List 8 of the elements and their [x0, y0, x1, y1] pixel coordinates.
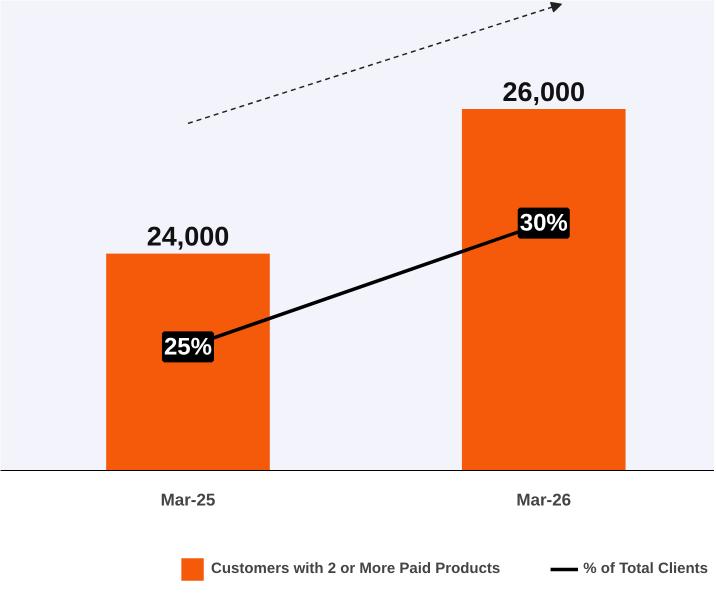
data-label: 26,000 [502, 76, 586, 107]
data-label: 30% [520, 210, 568, 237]
legend-label: Customers with 2 or More Paid Products [211, 560, 500, 577]
data-label: 24,000 [146, 222, 230, 252]
x-tick-label: Mar-25 [160, 490, 216, 510]
legend-label: % of Total Clients [583, 560, 708, 577]
data-label: 25% [164, 333, 212, 360]
x-tick-label: Mar-26 [516, 490, 572, 510]
